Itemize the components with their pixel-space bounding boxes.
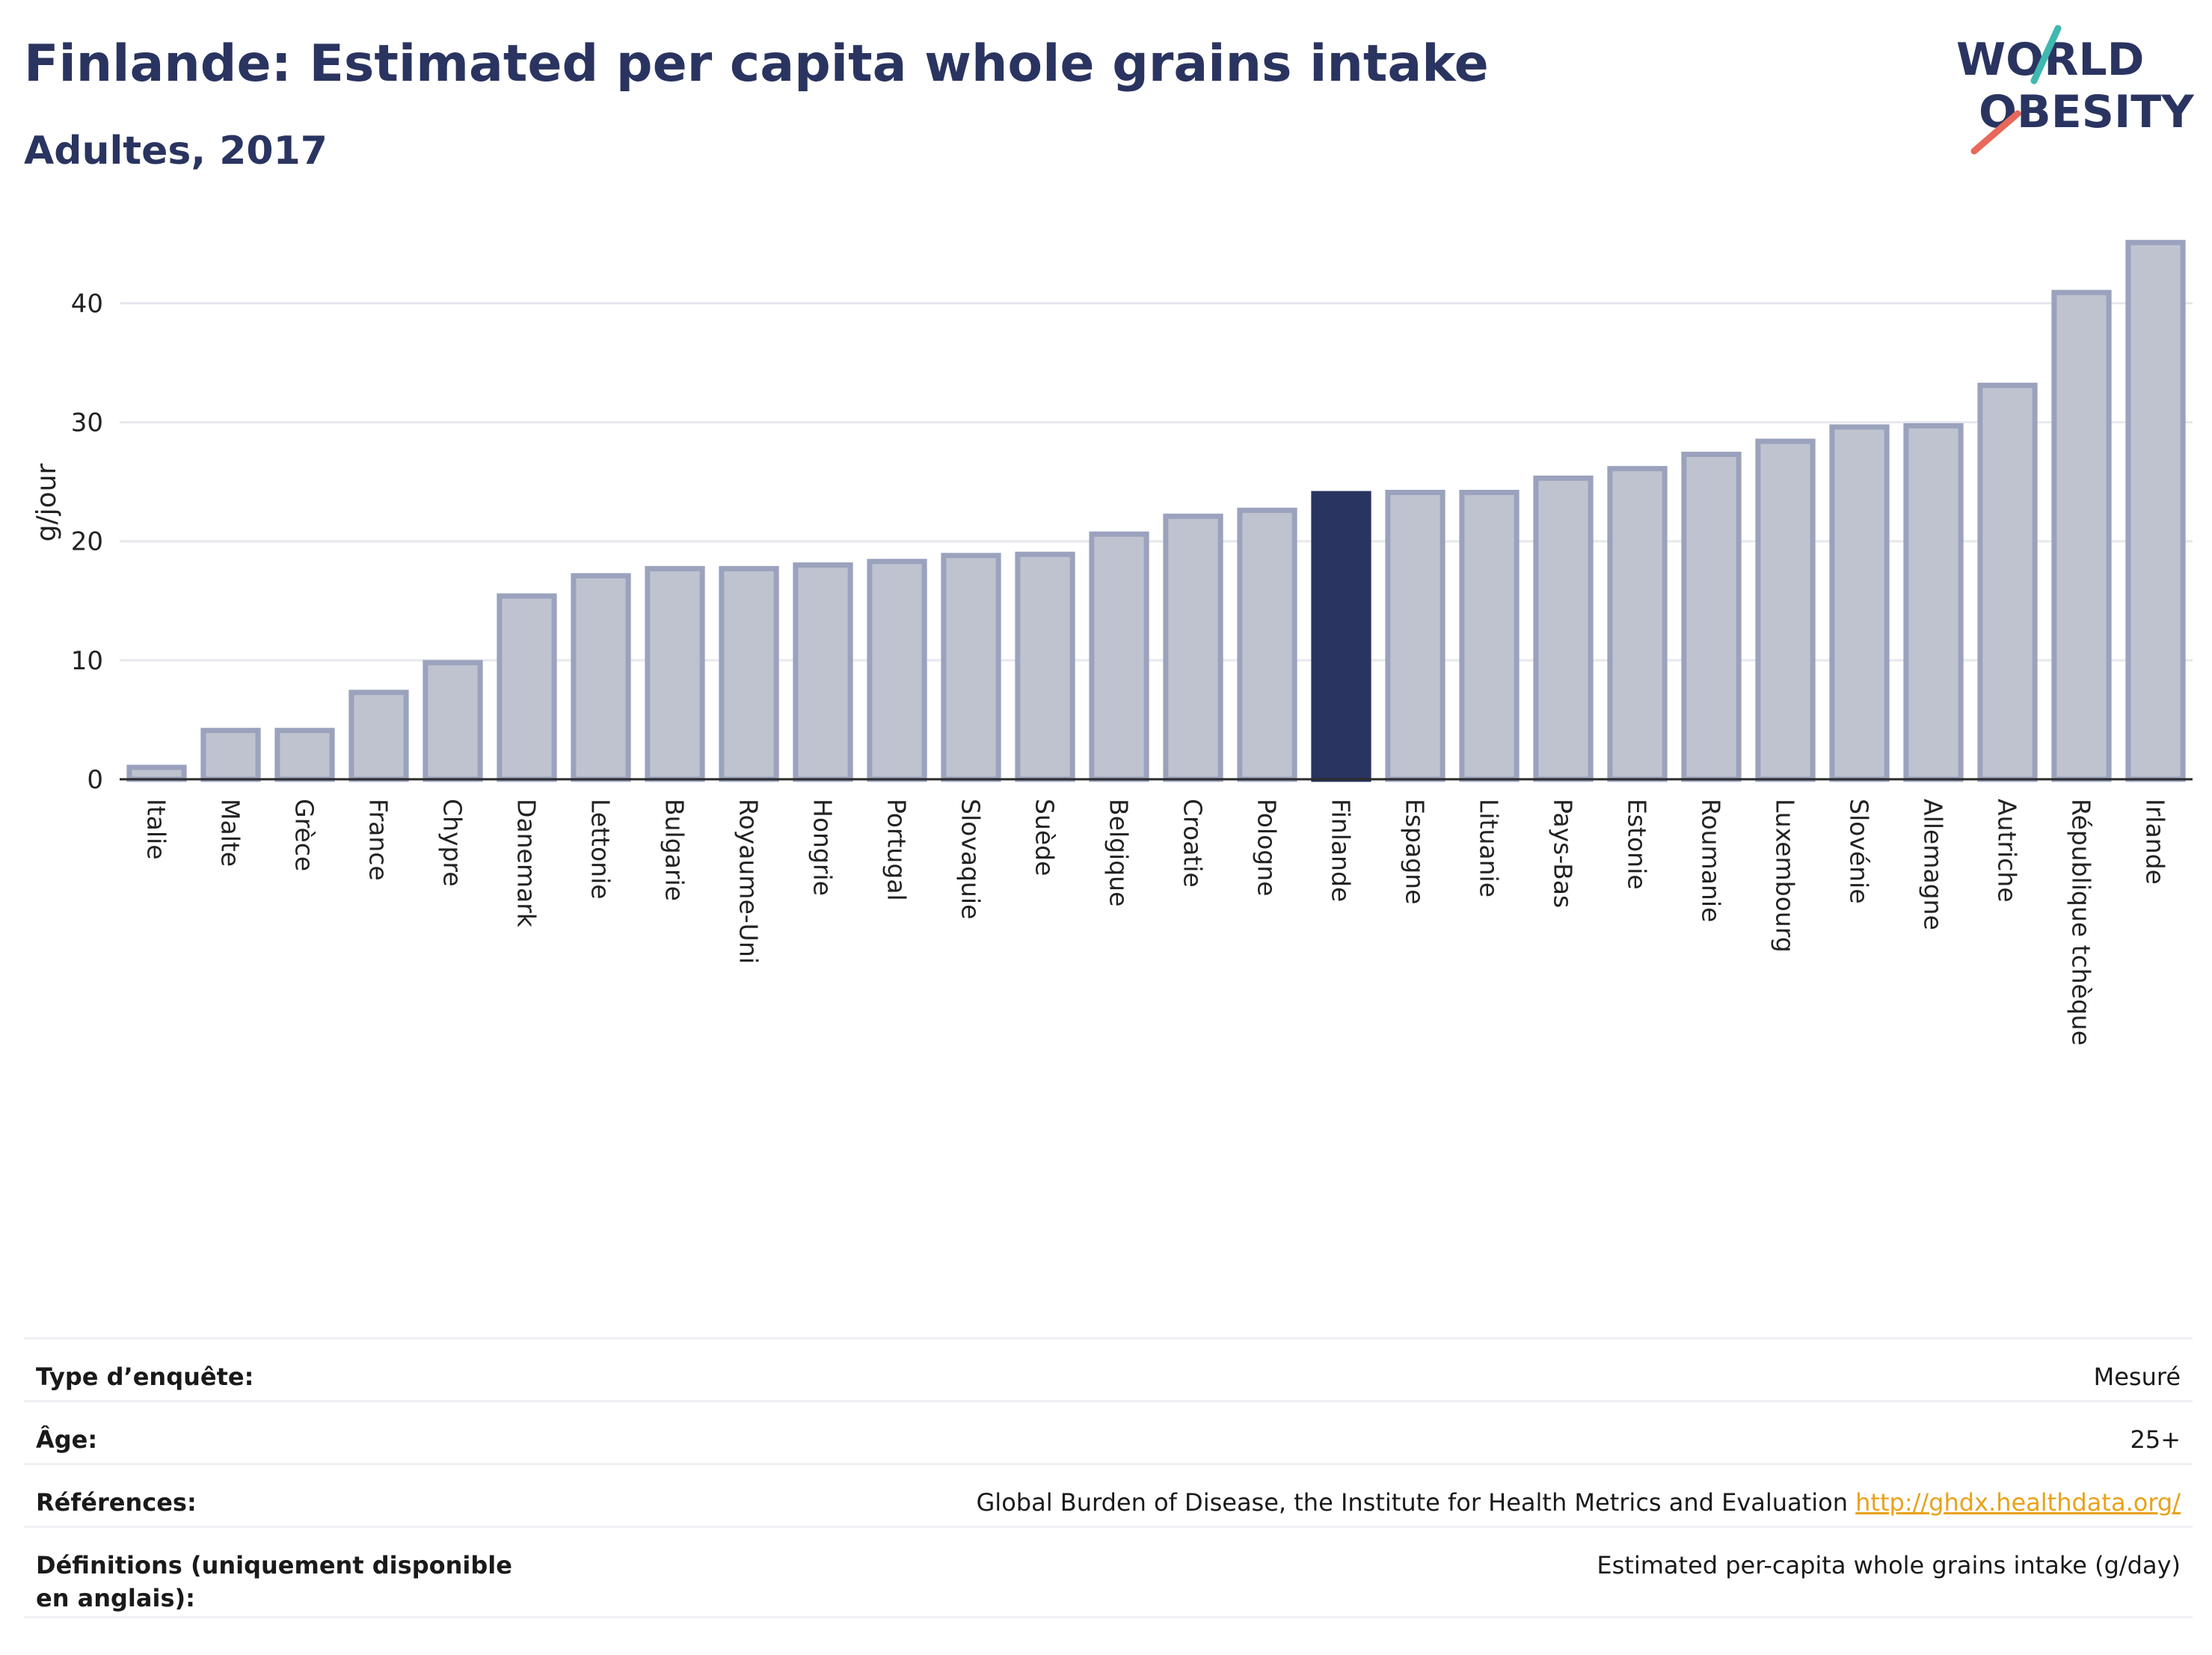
info-value: Mesuré	[2093, 1363, 2181, 1391]
x-tick-label: Slovaquie	[956, 799, 986, 919]
x-tick-label: Estonie	[1623, 799, 1652, 890]
x-tick-label: Grèce	[290, 799, 319, 871]
info-value: 25+	[2130, 1425, 2181, 1454]
x-axis-labels: Italie Malte Grèce France Chypre Danemark Lett…	[142, 799, 2170, 1045]
x-tick-label: Bulgarie	[660, 799, 689, 901]
x-tick-label: Allemagne	[1919, 799, 1948, 930]
info-table: Type d’enquête: Mesuré Âge: 25+ Référenc…	[24, 1337, 2193, 1618]
x-tick-label: Espagne	[1401, 799, 1430, 904]
x-tick-label: Irlande	[2141, 799, 2170, 885]
bar-bulgarie	[645, 565, 705, 782]
bar-lettonie	[571, 573, 631, 782]
world-obesity-logo: WORLD OBESITY	[1956, 25, 2195, 155]
bar-slov-nie	[1829, 424, 1890, 782]
x-tick-label: Croatie	[1179, 799, 1208, 888]
bar-croatie	[1163, 513, 1223, 782]
x-tick-label: Pays-Bas	[1549, 799, 1578, 908]
info-label: Références:	[36, 1488, 197, 1517]
reference-link[interactable]: http://ghdx.healthdata.org/	[1855, 1488, 2181, 1517]
x-tick-label: Luxembourg	[1771, 799, 1800, 953]
bar-roumanie	[1681, 452, 1742, 782]
bar-pologne	[1237, 507, 1297, 782]
bar-danemark	[497, 593, 557, 782]
y-axis-label: g/jour	[31, 463, 62, 541]
reference-text: Global Burden of Disease, the Institute …	[976, 1488, 1848, 1517]
bar-allemagne	[1903, 423, 1964, 782]
x-tick-label: Belgique	[1105, 799, 1134, 906]
info-value: Estimated per-capita whole grains intake…	[1597, 1551, 2181, 1579]
y-tick-label: 30	[71, 408, 103, 438]
x-tick-label: Italie	[142, 799, 171, 860]
y-tick-label: 10	[71, 646, 103, 676]
info-label: Type d’enquête:	[36, 1363, 254, 1391]
x-tick-label: Hongrie	[808, 799, 838, 896]
x-tick-label: Pologne	[1253, 799, 1282, 896]
info-row-age: Âge: 25+	[24, 1400, 2193, 1463]
x-tick-label: Malte	[216, 799, 245, 867]
bar-lituanie	[1459, 489, 1520, 782]
y-tick-label: 20	[71, 527, 103, 557]
bar-autriche	[1977, 382, 2038, 782]
info-row-references: Références: Global Burden of Disease, th…	[24, 1463, 2193, 1526]
y-tick-label: 40	[71, 289, 103, 319]
bar-pays-bas	[1533, 475, 1594, 782]
bar-gr-ce	[274, 728, 335, 782]
x-tick-label: Portugal	[882, 799, 912, 901]
x-tick-label: France	[364, 799, 393, 881]
bar-belgique	[1089, 531, 1149, 782]
bars	[126, 239, 2186, 782]
x-tick-label: Lituanie	[1475, 799, 1504, 897]
bar-royaume-uni	[719, 565, 779, 782]
bar-r-publique-tch-que	[2051, 289, 2112, 782]
bar-su-de	[1015, 551, 1075, 782]
info-label: Âge:	[36, 1425, 98, 1454]
bar-luxembourg	[1755, 438, 1816, 782]
bar-hongrie	[793, 562, 853, 782]
x-tick-label: Slovénie	[1845, 799, 1874, 904]
info-label: Définitions (uniquement disponible en an…	[36, 1551, 512, 1612]
bar-italie	[126, 764, 187, 782]
x-tick-label: République tchèque	[2067, 799, 2096, 1045]
info-value: Global Burden of Disease, the Institute …	[977, 1486, 2181, 1519]
bar-estonie	[1607, 466, 1668, 782]
bar-chart: 0 10 20 30 40 Italie Malte Grèce France Chypre Da…	[31, 239, 2193, 1045]
bar-finlande	[1311, 491, 1371, 782]
chart-title: Finlande: Estimated per capita whole gra…	[24, 34, 1489, 93]
x-tick-label: Roumanie	[1697, 799, 1726, 922]
bar-irlande	[2125, 239, 2186, 782]
y-tick-label: 0	[87, 765, 103, 795]
bar-chypre	[423, 660, 483, 782]
x-tick-label: Lettonie	[586, 799, 615, 900]
x-tick-label: Royaume-Uni	[734, 799, 764, 964]
info-row-definitions: Définitions (uniquement disponible en an…	[24, 1526, 2193, 1618]
bar-slovaquie	[941, 553, 1001, 782]
bar-portugal	[867, 559, 927, 782]
bar-france	[348, 690, 409, 782]
x-tick-label: Danemark	[512, 799, 541, 928]
info-row-survey-type: Type d’enquête: Mesuré	[24, 1337, 2193, 1400]
x-tick-label: Finlande	[1327, 799, 1356, 902]
y-axis-ticks: 0 10 20 30 40	[71, 289, 103, 795]
x-tick-label: Chypre	[438, 799, 467, 887]
x-tick-label: Suède	[1030, 799, 1060, 876]
bar-malte	[200, 728, 261, 782]
x-tick-label: Autriche	[1993, 799, 2022, 903]
bar-espagne	[1385, 489, 1446, 782]
chart-subtitle: Adultes, 2017	[24, 129, 328, 174]
